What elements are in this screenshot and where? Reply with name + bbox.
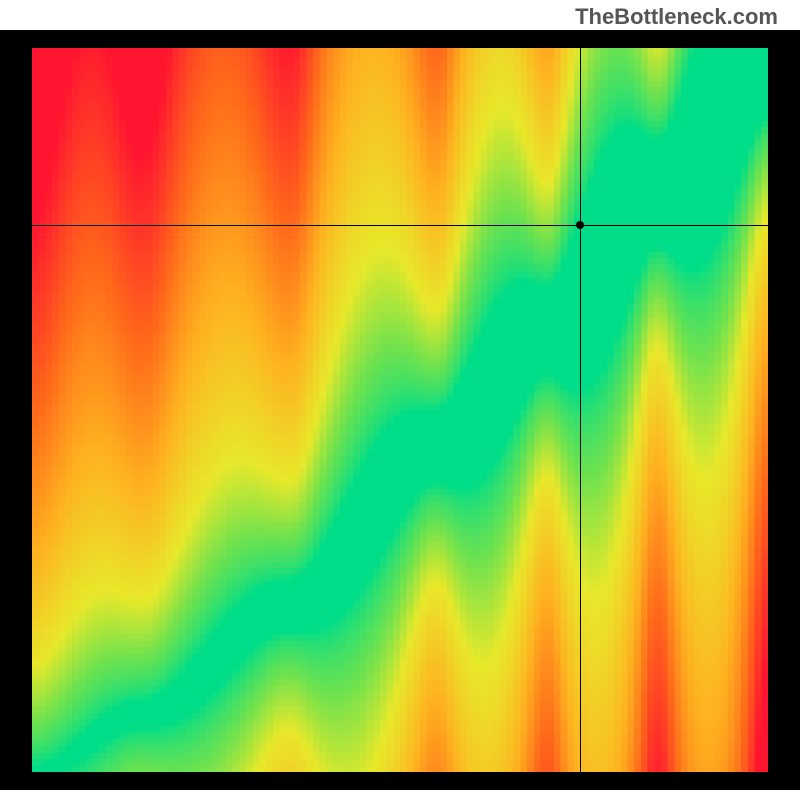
crosshair-horizontal: [32, 225, 768, 226]
watermark-text: TheBottleneck.com: [575, 4, 778, 30]
frame-left: [0, 30, 32, 790]
crosshair-dot: [576, 221, 584, 229]
chart-container: TheBottleneck.com: [0, 0, 800, 800]
crosshair-vertical: [580, 48, 581, 772]
frame-right: [768, 30, 800, 790]
frame-bottom: [0, 772, 800, 790]
heatmap-canvas: [32, 48, 768, 772]
frame-top: [0, 30, 800, 48]
